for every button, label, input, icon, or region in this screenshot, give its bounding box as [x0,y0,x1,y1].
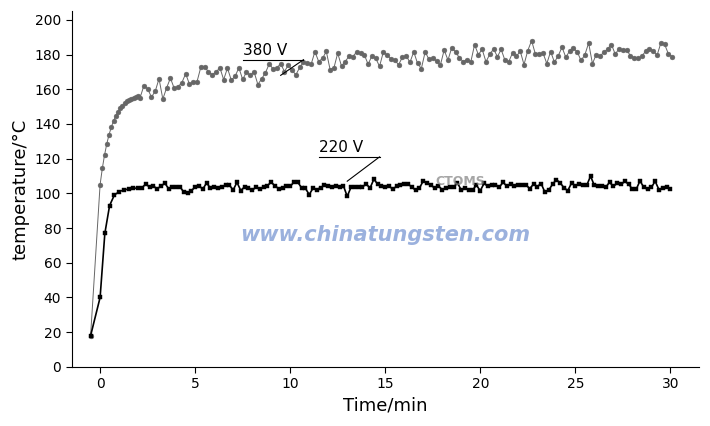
Y-axis label: temperature/°C: temperature/°C [11,118,29,259]
Text: CTOMS: CTOMS [436,176,486,188]
Text: 380 V: 380 V [243,43,287,58]
X-axis label: Time/min: Time/min [343,397,427,415]
Text: www.chinatungsten.com: www.chinatungsten.com [240,225,530,245]
Text: 220 V: 220 V [319,140,363,155]
